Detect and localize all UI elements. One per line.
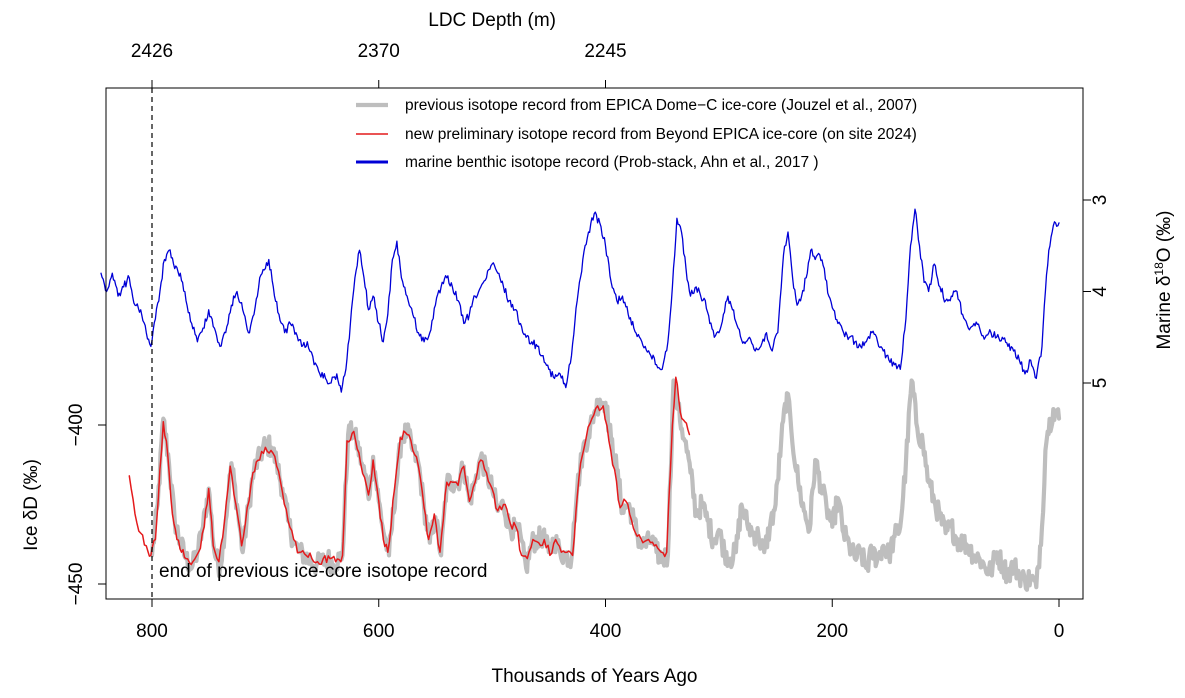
- axes-layer: 800 600 400 200 0 Thousands of Years Ago 2426 2…: [21, 10, 1175, 687]
- legend-label-3: marine benthic isotope record (Prob-stac…: [405, 154, 819, 171]
- left-tick-label: −400: [66, 404, 87, 447]
- x-tick-label: 0: [1054, 621, 1065, 642]
- x-tick-label: 400: [590, 621, 622, 642]
- right-tick-label: 3: [1090, 195, 1111, 206]
- legend-label-2: new preliminary isotope record from Beyo…: [405, 126, 917, 143]
- right-axis-title: Marine δ18O (‰): [1152, 210, 1175, 349]
- legend: previous isotope record from EPICA Dome−…: [356, 97, 917, 171]
- series-line-3: [100, 208, 1060, 393]
- left-axis-title: Ice δD (‰): [21, 459, 42, 551]
- annotation-layer: end of previous ice-core isotope record: [151, 88, 487, 599]
- legend-label-1: previous isotope record from EPICA Dome−…: [405, 97, 917, 114]
- series-layer: [100, 208, 1062, 592]
- right-tick-label: 5: [1090, 378, 1111, 389]
- top-tick-label: 2370: [358, 41, 400, 62]
- series-line-1: [149, 378, 1062, 592]
- x-tick-label: 800: [136, 621, 168, 642]
- series-line-2: [128, 376, 691, 566]
- left-tick-label: −450: [66, 563, 87, 606]
- x-axis-title: Thousands of Years Ago: [492, 666, 698, 687]
- x-tick-label: 600: [363, 621, 395, 642]
- right-tick-label: 4: [1090, 286, 1111, 297]
- x-tick-label: 200: [816, 621, 848, 642]
- top-tick-label: 2245: [584, 41, 626, 62]
- top-tick-label: 2426: [131, 41, 173, 62]
- top-axis-title: LDC Depth (m): [428, 10, 556, 31]
- end-of-record-annotation: end of previous ice-core isotope record: [159, 561, 487, 582]
